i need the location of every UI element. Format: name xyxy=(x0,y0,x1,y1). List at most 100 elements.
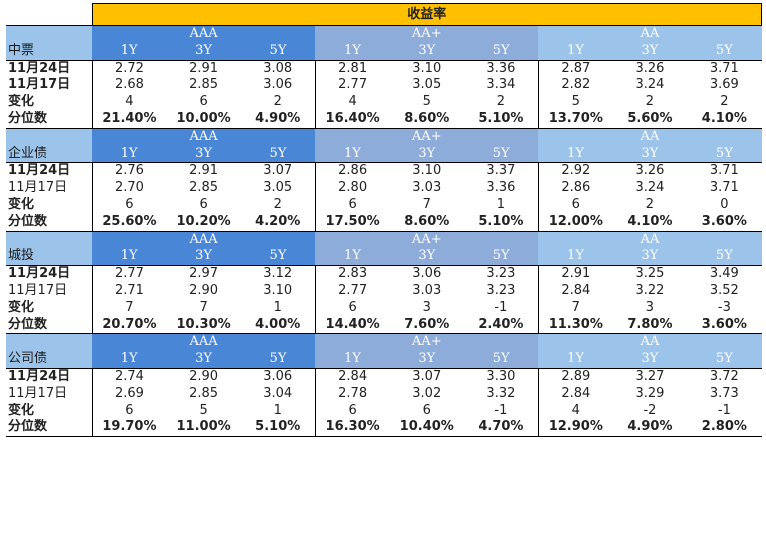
row-label: 11月17日 xyxy=(8,385,68,401)
value-cell: 4.00% xyxy=(240,316,316,335)
table-row: 分位数 25.60% 10.20% 4.20% 17.50% 8.60% 5.10% 12.0… xyxy=(6,213,762,232)
tenor-header: 1Y xyxy=(315,42,390,61)
value-cell: 5.10% xyxy=(463,110,539,129)
tenor-header: 5Y xyxy=(687,42,762,61)
table-row: 11月24日 2.76 2.91 3.07 2.86 3.10 3.37 2.92 3.26 3.… xyxy=(6,162,762,181)
tenor-header: 5Y xyxy=(463,248,539,267)
value-cell: 3.26 xyxy=(635,163,665,179)
value-cell: 3.52 xyxy=(709,282,739,298)
value-cell: -1 xyxy=(494,402,508,418)
tenor-header-row: 公司债 1Y 3Y 5Y 1Y 3Y 5Y 1Y 3Y 5Y xyxy=(6,351,762,369)
value-cell: 3.26 xyxy=(635,60,665,76)
value-cell: 7 xyxy=(91,299,167,317)
grade-header: AA+ xyxy=(315,127,539,146)
row-label: 分位数 xyxy=(6,316,92,335)
value-cell: -1 xyxy=(717,402,731,418)
value-cell: 5.60% xyxy=(612,110,688,129)
value-cell: 2.91 xyxy=(189,60,219,76)
value-cell: 2.72 xyxy=(91,60,167,78)
value-cell: 14.40% xyxy=(314,316,390,335)
value-cell: 13.70% xyxy=(537,110,613,129)
value-cell: 3.60% xyxy=(687,213,762,232)
value-cell: 2.80 xyxy=(314,180,390,197)
tenor-header: 5Y xyxy=(687,248,762,267)
value-cell: 3.69 xyxy=(709,77,739,93)
value-cell: 2.81 xyxy=(314,60,390,78)
table-row: 11月17日 2.71 2.90 3.10 2.77 3.03 3.23 2.84 3.22 3.… xyxy=(6,282,762,300)
row-label: 11月24日 xyxy=(8,60,71,76)
tenor-header: 5Y xyxy=(463,351,539,369)
value-cell: 7 xyxy=(422,196,431,212)
grade-header-row: AAA AA+ AA xyxy=(6,127,762,146)
value-cell: 2.71 xyxy=(91,282,167,300)
value-cell: 2.85 xyxy=(189,385,219,401)
value-cell: 2.97 xyxy=(189,266,219,282)
tenor-header: 5Y xyxy=(463,145,539,164)
grade-header: AA+ xyxy=(315,230,539,249)
value-cell: 1 xyxy=(496,196,506,212)
table-row: 分位数 21.40% 10.00% 4.90% 16.40% 8.60% 5.10% 13.7… xyxy=(6,110,762,129)
value-cell: 6 xyxy=(199,94,208,110)
value-cell: 7 xyxy=(199,299,208,315)
value-cell: 7 xyxy=(537,299,613,317)
tenor-header-row: 中票 1Y 3Y 5Y 1Y 3Y 5Y 1Y 3Y 5Y xyxy=(6,42,762,61)
tenor-header: 1Y xyxy=(92,248,167,267)
tenor-header: 5Y xyxy=(240,42,316,61)
value-cell: 3.36 xyxy=(486,180,516,196)
value-cell: 3.06 xyxy=(412,266,442,282)
grade-header: AAA xyxy=(92,127,316,146)
tenor-header: 3Y xyxy=(389,145,464,164)
row-label: 11月17日 xyxy=(8,180,68,196)
value-cell: 2 xyxy=(496,94,506,110)
row-label: 11月17日 xyxy=(8,282,68,298)
tenor-header: 1Y xyxy=(92,42,167,61)
value-cell: 2.89 xyxy=(537,368,613,386)
table-row: 11月17日 2.68 2.85 3.06 2.77 3.05 3.34 2.82 3.24 3.… xyxy=(6,77,762,95)
value-cell: 3.60% xyxy=(687,316,762,335)
grade-header: AA xyxy=(538,127,762,146)
value-cell: 6 xyxy=(314,402,390,420)
value-cell: 2.77 xyxy=(91,265,167,283)
value-cell: 3.25 xyxy=(635,266,665,282)
grade-header-row: AAA AA+ AA xyxy=(6,333,762,352)
value-cell: 11.00% xyxy=(166,419,241,438)
value-cell: 2.91 xyxy=(537,265,613,283)
value-cell: 3.03 xyxy=(412,180,442,196)
value-cell: 3.10 xyxy=(412,163,442,179)
tenor-header: 3Y xyxy=(612,42,688,61)
value-cell: 3.73 xyxy=(709,385,739,401)
value-cell: 2 xyxy=(273,94,282,110)
value-cell: 7.60% xyxy=(389,316,464,335)
value-cell: 3.72 xyxy=(709,368,739,384)
value-cell: 3.05 xyxy=(412,77,442,93)
value-cell: 2.78 xyxy=(314,385,390,403)
value-cell: 4.10% xyxy=(687,110,762,129)
value-cell: 2.80% xyxy=(687,419,762,438)
value-cell: 5 xyxy=(199,402,208,418)
value-cell: 2.87 xyxy=(537,60,613,78)
value-cell: 2 xyxy=(645,94,655,110)
value-cell: 2.83 xyxy=(314,265,390,283)
grade-header-row: AAA AA+ AA xyxy=(6,230,762,249)
tenor-header: 3Y xyxy=(612,145,688,164)
value-cell: 4 xyxy=(91,94,167,111)
value-cell: 16.30% xyxy=(314,419,390,438)
tenor-header: 1Y xyxy=(315,248,390,267)
header-corner-cell xyxy=(6,24,92,43)
value-cell: 4.20% xyxy=(240,213,316,232)
value-cell: 12.90% xyxy=(537,419,613,438)
value-cell: 3.05 xyxy=(263,180,293,196)
tenor-header: 3Y xyxy=(389,248,464,267)
tenor-header-row: 企业债 1Y 3Y 5Y 1Y 3Y 5Y 1Y 3Y 5Y xyxy=(6,145,762,164)
value-cell: 3.07 xyxy=(263,163,293,179)
row-label: 11月24日 xyxy=(8,163,71,179)
table-title: 收益率 xyxy=(91,3,763,26)
header-corner-cell xyxy=(6,127,92,146)
value-cell: 11.30% xyxy=(537,316,613,335)
title-row: 收益率 xyxy=(6,3,763,26)
value-cell: 2 xyxy=(720,94,729,110)
value-cell: 3.03 xyxy=(412,282,442,298)
row-label: 变化 xyxy=(8,299,35,315)
value-cell: 1 xyxy=(273,402,282,418)
section-name: 企业债 xyxy=(6,145,92,164)
